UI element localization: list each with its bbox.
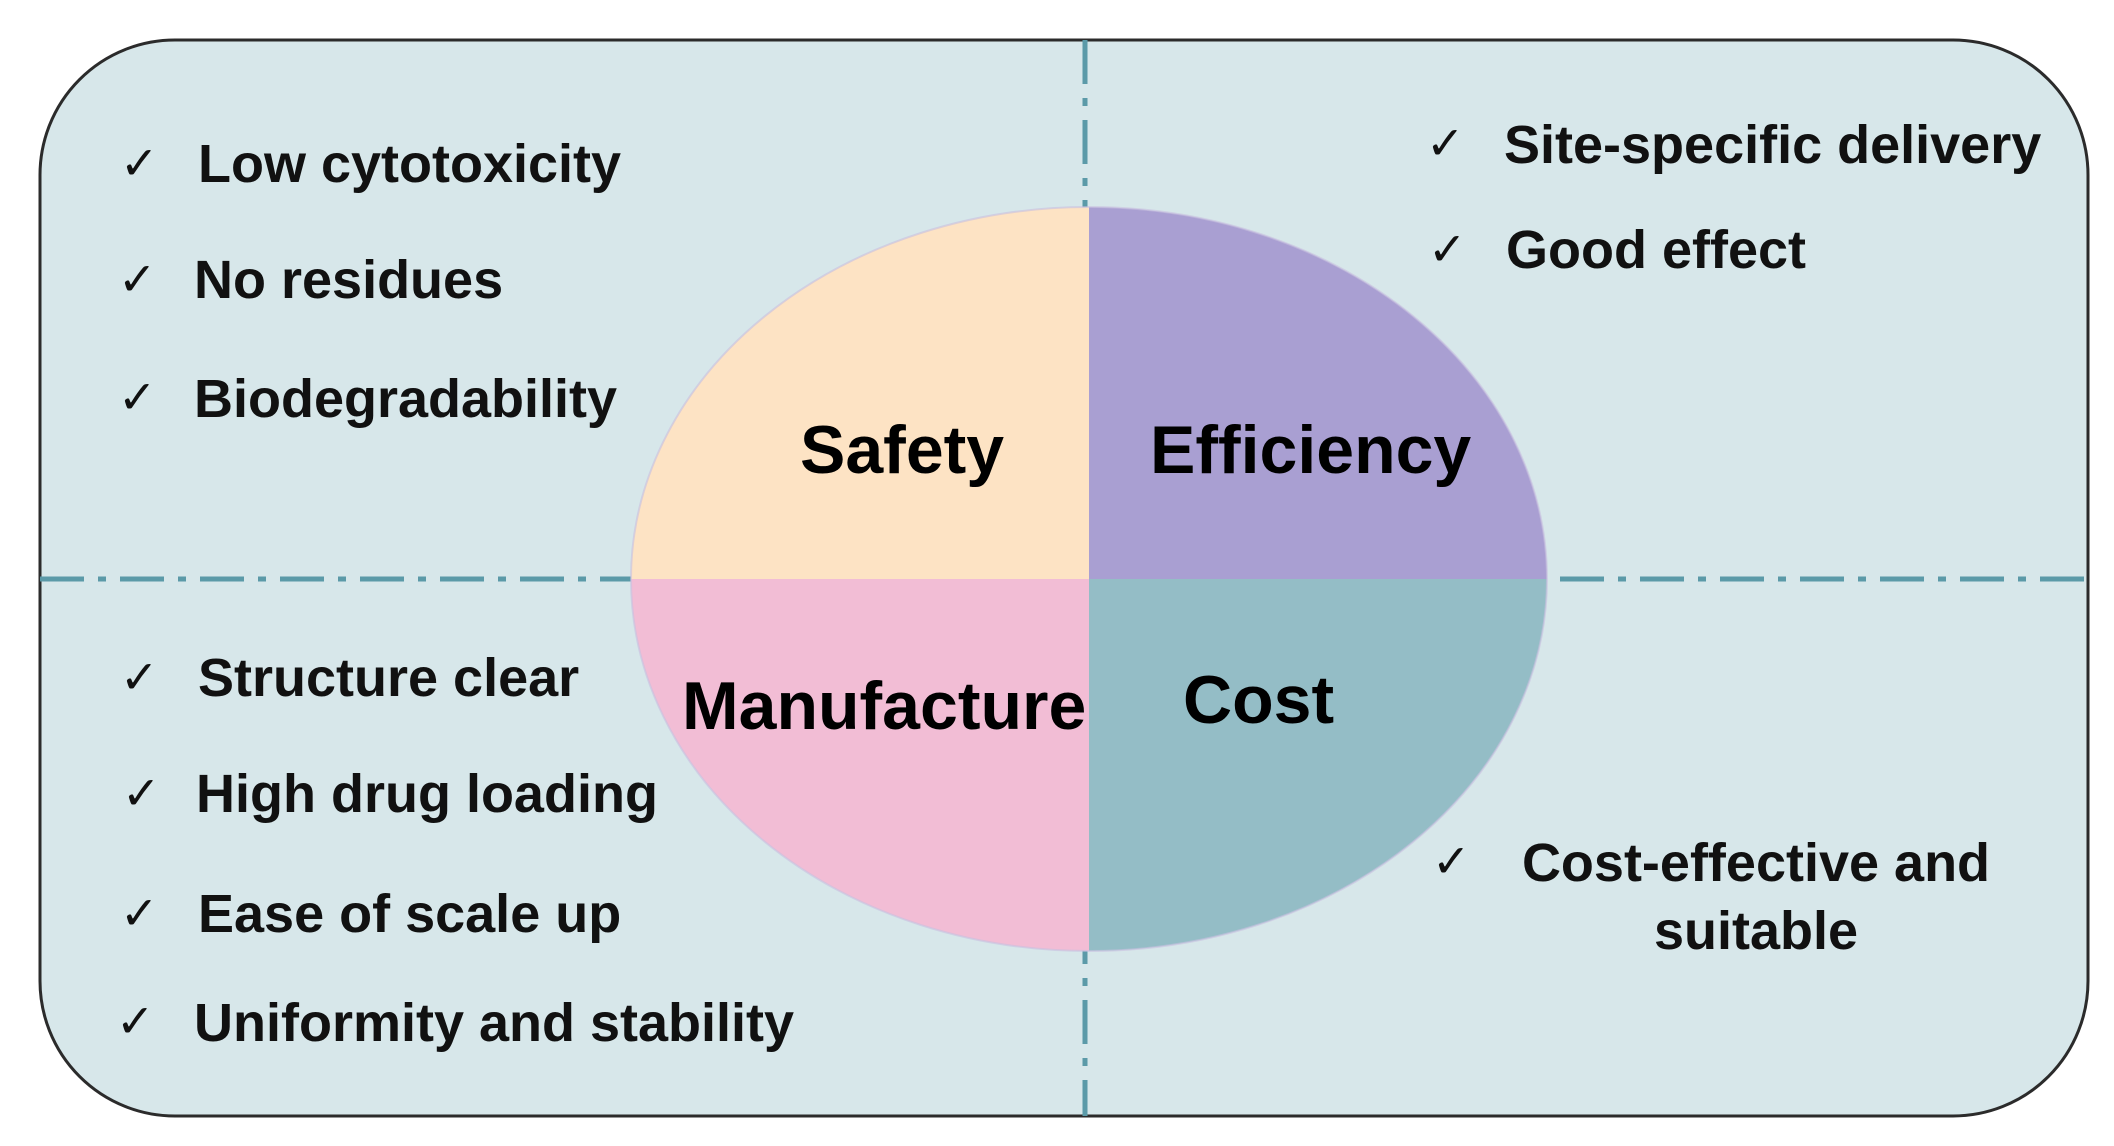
checkmark-icon: ✓ bbox=[1428, 222, 1467, 276]
manufacture-quadrant bbox=[631, 579, 1089, 951]
safety-item: No residues bbox=[194, 250, 504, 310]
safety-item: Low cytotoxicity bbox=[198, 134, 622, 194]
manufacture-label: Manufacture bbox=[682, 668, 1087, 744]
checkmark-icon: ✓ bbox=[116, 994, 155, 1048]
safety-label: Safety bbox=[800, 412, 1005, 488]
efficiency-label: Efficiency bbox=[1150, 412, 1472, 488]
manufacture-item: Ease of scale up bbox=[198, 884, 622, 944]
checkmark-icon: ✓ bbox=[120, 886, 159, 940]
cost-quadrant bbox=[1089, 579, 1547, 951]
efficiency-item: Site-specific delivery bbox=[1504, 115, 2042, 175]
safety-item: Biodegradability bbox=[194, 369, 618, 429]
cost-item-line1: Cost-effective and bbox=[1521, 833, 1991, 893]
cost-label: Cost bbox=[1183, 662, 1335, 738]
checkmark-icon: ✓ bbox=[120, 650, 159, 704]
manufacture-item: High drug loading bbox=[196, 764, 658, 824]
manufacture-item: Uniformity and stability bbox=[194, 993, 795, 1053]
manufacture-item: Structure clear bbox=[198, 648, 580, 708]
checkmark-icon: ✓ bbox=[1432, 834, 1471, 888]
checkmark-icon: ✓ bbox=[118, 252, 157, 306]
efficiency-item: Good effect bbox=[1506, 220, 1807, 280]
checkmark-icon: ✓ bbox=[118, 370, 157, 424]
efficiency-quadrant bbox=[1089, 207, 1547, 579]
checkmark-icon: ✓ bbox=[120, 136, 159, 190]
safety-quadrant bbox=[631, 207, 1089, 579]
cost-item: Cost-effective and suitable bbox=[1508, 836, 2004, 958]
cost-item-line2: suitable bbox=[1653, 901, 1859, 961]
ellipse-outline bbox=[630, 206, 1548, 952]
checkmark-icon: ✓ bbox=[1426, 116, 1465, 170]
checkmark-icon: ✓ bbox=[122, 766, 161, 820]
